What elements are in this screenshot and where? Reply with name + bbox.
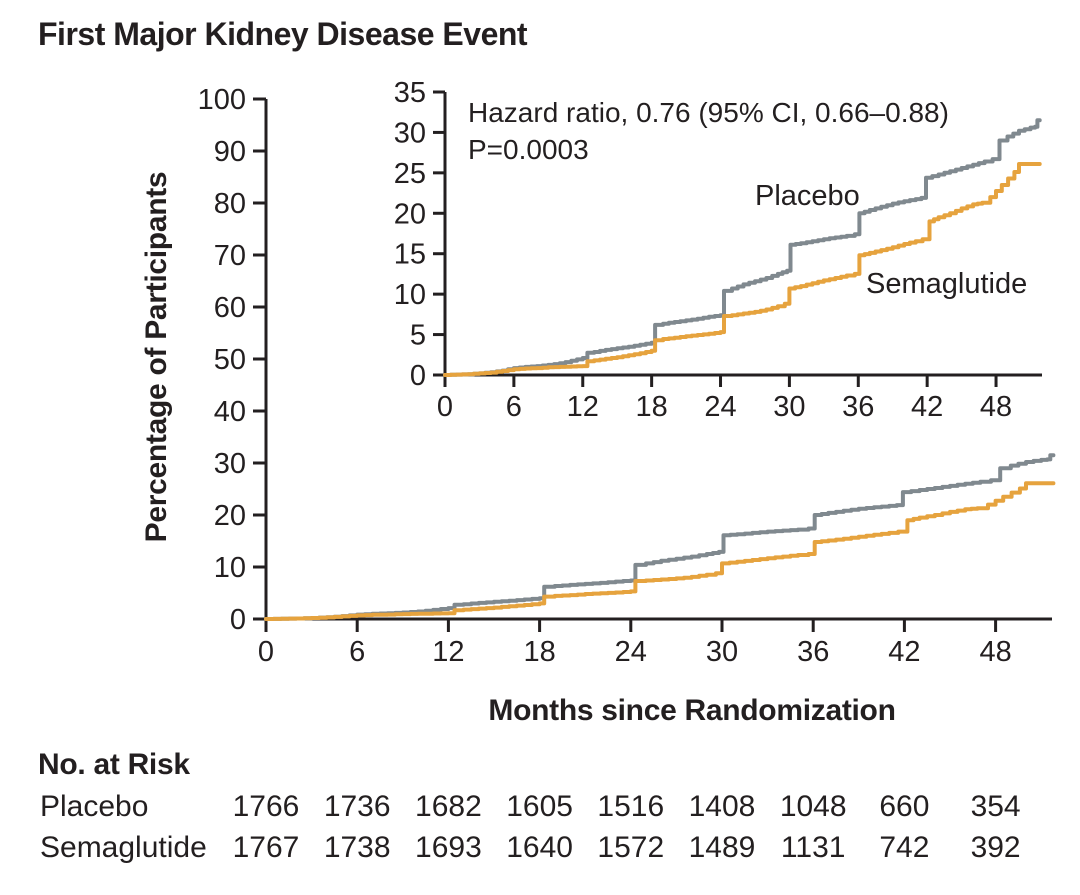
x-axis-title: Months since Randomization xyxy=(488,694,896,727)
semaglutide-series-label: Semaglutide xyxy=(866,268,1028,300)
risk-value: 1640 xyxy=(506,831,573,864)
y-tick-label: 100 xyxy=(198,84,246,116)
hazard-ratio-annotation: Hazard ratio, 0.76 (95% CI, 0.66–0.88) P… xyxy=(468,94,949,168)
x-tick-label: 36 xyxy=(842,391,874,423)
x-tick-label: 48 xyxy=(979,636,1011,668)
risk-value: 1605 xyxy=(506,790,573,823)
y-tick-label: 40 xyxy=(214,396,246,428)
x-tick-label: 42 xyxy=(888,636,920,668)
y-tick-label: 15 xyxy=(394,239,426,271)
risk-table-header: No. at Risk xyxy=(38,748,190,781)
x-tick-label: 12 xyxy=(567,391,599,423)
figure-title: First Major Kidney Disease Event xyxy=(38,16,528,52)
y-tick-label: 10 xyxy=(394,279,426,311)
y-tick-label: 0 xyxy=(230,604,246,636)
placebo-curve xyxy=(264,453,1056,621)
risk-value: 1048 xyxy=(779,790,847,823)
risk-row-placebo: Placebo 1766 1736 1682 1605 1516 1408 1048 660 35… xyxy=(0,790,1080,828)
inset-plot: 0 5 10 15 20 25 30 35 0 6 12 18 24 30 36 42 48 xyxy=(394,77,1042,423)
x-tick-label: 24 xyxy=(615,636,647,668)
placebo-curve xyxy=(443,118,1042,377)
y-tick-label: 30 xyxy=(214,448,246,480)
risk-value: 1738 xyxy=(323,831,391,864)
risk-value: 1693 xyxy=(415,831,482,864)
risk-row-label: Placebo xyxy=(40,790,149,823)
x-tick-label: 18 xyxy=(636,391,668,423)
y-tick-label: 70 xyxy=(214,240,246,272)
y-tick-label: 25 xyxy=(394,158,426,190)
risk-value: 660 xyxy=(879,790,930,823)
risk-value: 1766 xyxy=(232,790,300,823)
x-tick-label: 6 xyxy=(349,636,365,668)
x-tick-label: 36 xyxy=(797,636,829,668)
semaglutide-curve xyxy=(443,162,1042,377)
x-tick-label: 42 xyxy=(911,391,943,423)
x-tick-label: 18 xyxy=(523,636,555,668)
risk-value: 1736 xyxy=(323,790,391,823)
x-tick-label: 0 xyxy=(258,636,274,668)
risk-value: 1408 xyxy=(688,790,756,823)
placebo-series-label: Placebo xyxy=(755,180,860,212)
risk-value: 1131 xyxy=(780,831,846,864)
y-tick-label: 20 xyxy=(394,198,426,230)
y-tick-label: 60 xyxy=(214,292,246,324)
y-tick-label: 0 xyxy=(410,360,426,392)
semaglutide-curve xyxy=(264,481,1056,621)
y-tick-label: 10 xyxy=(214,552,246,584)
y-tick-label: 35 xyxy=(394,77,426,109)
risk-value: 1572 xyxy=(597,831,665,864)
p-value-line: P=0.0003 xyxy=(468,134,589,165)
x-tick-label: 0 xyxy=(437,391,453,423)
y-axis-title: Percentage of Participants xyxy=(140,171,173,543)
y-tick-label: 5 xyxy=(410,320,426,352)
x-tick-label: 12 xyxy=(432,636,464,668)
y-tick-label: 20 xyxy=(214,500,246,532)
risk-value: 742 xyxy=(879,831,930,864)
x-tick-label: 30 xyxy=(706,636,738,668)
risk-value: 1767 xyxy=(232,831,300,864)
risk-value: 1489 xyxy=(688,831,756,864)
x-tick-label: 30 xyxy=(773,391,805,423)
hazard-ratio-line: Hazard ratio, 0.76 (95% CI, 0.66–0.88) xyxy=(468,97,949,128)
x-tick-label: 6 xyxy=(506,391,522,423)
risk-row-label: Semaglutide xyxy=(40,831,207,864)
y-tick-label: 30 xyxy=(394,117,426,149)
risk-value: 1516 xyxy=(597,790,665,823)
y-tick-label: 90 xyxy=(214,136,246,168)
risk-value: 392 xyxy=(970,831,1021,864)
x-tick-label: 24 xyxy=(704,391,736,423)
risk-row-semaglutide: Semaglutide 1767 1738 1693 1640 1572 1489 1131 7… xyxy=(0,831,1080,869)
y-tick-label: 50 xyxy=(214,344,246,376)
x-tick-label: 48 xyxy=(980,391,1012,423)
risk-value: 1682 xyxy=(415,790,482,823)
risk-value: 354 xyxy=(970,790,1021,823)
y-tick-label: 80 xyxy=(214,188,246,220)
